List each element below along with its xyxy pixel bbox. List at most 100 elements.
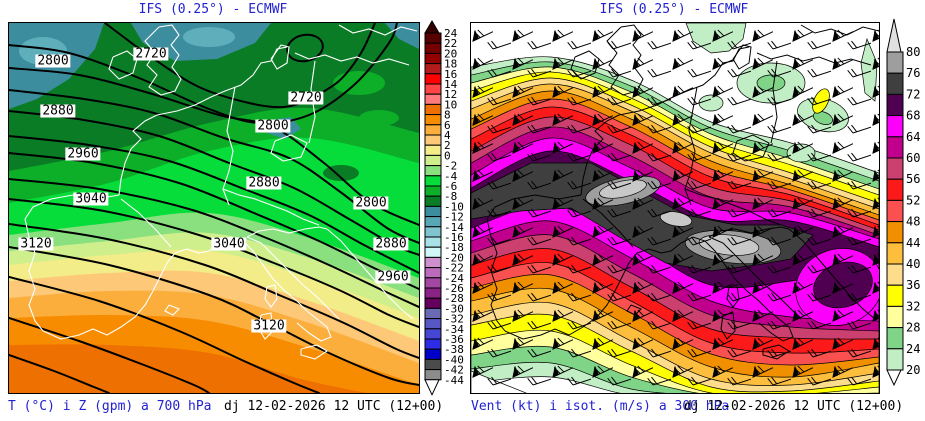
colorbar-tick-label: -20 (444, 251, 464, 264)
colorbar-tick-label: 60 (906, 151, 920, 165)
colorbar-tick-label: 10 (444, 98, 457, 111)
colorbar-tick-label: 14 (444, 78, 458, 91)
right-caption-datetime: dj 12-02-2026 12 UTC (12+00) (684, 399, 904, 414)
colorbar-segment (424, 246, 442, 258)
colorbar-tick-label: 0 (444, 149, 451, 162)
colorbar-tick-label: -8 (444, 190, 457, 203)
colorbar-tick-label: 12 (444, 88, 457, 101)
colorbar-tick-label: 20 (906, 363, 920, 377)
colorbar-segment (424, 216, 442, 228)
colorbar-arrow-up-icon (886, 18, 902, 53)
colorbar-arrow-down-icon (886, 369, 902, 387)
colorbar-segment (424, 154, 442, 167)
colorbar-segment (424, 297, 442, 309)
contour-label: 2960 (65, 146, 101, 162)
colorbar-tick-label: 24 (444, 27, 458, 40)
colorbar-tick-label: -42 (444, 364, 464, 377)
colorbar-segment (424, 83, 442, 95)
colorbar-tick-label: 28 (906, 321, 920, 335)
contour-label: 3040 (211, 236, 247, 252)
colorbar-segment (886, 263, 904, 286)
colorbar-tick-label: 72 (906, 87, 920, 101)
colorbar-segment (886, 284, 904, 307)
colorbar-segment (424, 236, 442, 248)
colorbar-segment (886, 221, 904, 244)
colorbar-segment (886, 242, 904, 265)
isotach-field-svg (471, 23, 879, 393)
colorbar-segment (424, 338, 442, 350)
colorbar-svg: 80 76 72 68 64 60 56 52 48 44 40 36 32 28 24 20 (886, 18, 920, 387)
colorbar-segment (424, 134, 442, 146)
left-caption-parameter: T (°C) i Z (gpm) a 700 hPa (8, 399, 212, 414)
colorbar-tick-label: 32 (906, 299, 920, 313)
colorbar-tick-label: 64 (906, 130, 920, 144)
colorbar-segment (424, 307, 442, 320)
colorbar-segment (886, 157, 904, 180)
colorbar-segment (424, 205, 442, 218)
colorbar-tick-label: 80 (906, 45, 920, 59)
colorbar-tick-label: 44 (906, 236, 920, 250)
colorbar-tick-label: -24 (444, 272, 464, 285)
colorbar-tick-label: -22 (444, 262, 464, 275)
colorbar-tick-label: -28 (444, 292, 464, 305)
colorbar-segment (424, 369, 442, 381)
colorbar-segment (424, 32, 442, 44)
colorbar-tick-label: 6 (444, 119, 451, 132)
colorbar-segment (424, 42, 442, 54)
colorbar-segment (424, 287, 442, 299)
colorbar-tick-label: -30 (444, 302, 464, 315)
contour-label: 2880 (373, 236, 409, 252)
colorbar-segment (424, 348, 442, 360)
colorbar-segment (886, 72, 904, 95)
colorbar-segment (424, 277, 442, 289)
colorbar-segment (886, 178, 904, 201)
right-panel-title: IFS (0.25°) - ECMWF (599, 2, 749, 17)
colorbar-segment (424, 144, 442, 156)
contour-label: 2880 (40, 103, 76, 119)
colorbar-tick-label: -12 (444, 211, 464, 224)
colorbar-tick-label: 56 (906, 172, 920, 186)
right-caption-parameter: Vent (kt) i isot. (m/s) a 300 hPa (471, 399, 730, 414)
colorbar-tick-label: -6 (444, 180, 457, 193)
colorbar-segment (886, 93, 904, 117)
colorbar-tick-label: 2 (444, 139, 451, 152)
contour-label: 2800 (35, 53, 71, 69)
contour-label: 2960 (375, 269, 411, 285)
colorbar-arrow-down-icon (424, 379, 440, 396)
colorbar-tick-label: -14 (444, 221, 464, 234)
colorbar-segment (424, 175, 442, 187)
contour-label: 2800 (255, 118, 291, 134)
colorbar-tick-label: -34 (444, 323, 464, 336)
contour-label: 3120 (18, 236, 54, 252)
colorbar-tick-label: 4 (444, 129, 451, 142)
contour-label: 2880 (246, 175, 282, 191)
colorbar-tick-label: 8 (444, 109, 451, 122)
colorbar-tick-label: 76 (906, 66, 920, 80)
colorbar-tick-label: 20 (444, 47, 457, 60)
wind-isotach-map (470, 22, 880, 394)
colorbar-segment (424, 318, 442, 330)
wind-speed-colorbar: 80 76 72 68 64 60 56 52 48 44 40 36 32 28 24 20 (885, 18, 925, 391)
colorbar-tick-label: -2 (444, 160, 457, 173)
colorbar-tick-label: 68 (906, 109, 920, 123)
colorbar-segment (424, 195, 442, 207)
temperature-geopotential-map: 2800 2720 2880 2960 3040 3120 2720 2800 2880 2800… (8, 22, 420, 394)
colorbar-segment (424, 73, 442, 85)
contour-label: 2720 (288, 90, 324, 106)
left-caption-datetime: dj 12-02-2026 12 UTC (12+00) (224, 399, 444, 414)
colorbar-tick-label: 36 (906, 278, 920, 292)
contour-label: 3040 (73, 191, 109, 207)
colorbar-segment (424, 226, 442, 238)
colorbar-segment (886, 199, 904, 223)
colorbar-tick-label: -26 (444, 282, 464, 295)
colorbar-tick-label: -36 (444, 333, 464, 346)
colorbar-segment (424, 165, 442, 177)
colorbar-tick-label: -44 (444, 374, 464, 387)
colorbar-segment (424, 185, 442, 197)
colorbar-tick-label: -18 (444, 241, 464, 254)
temperature-field-svg (9, 23, 419, 393)
contour-label: 2720 (133, 46, 169, 62)
colorbar-tick-label: 48 (906, 215, 920, 229)
colorbar-svg: 242220181614121086420-2-4-6-8-10-12-14-1… (424, 20, 464, 396)
